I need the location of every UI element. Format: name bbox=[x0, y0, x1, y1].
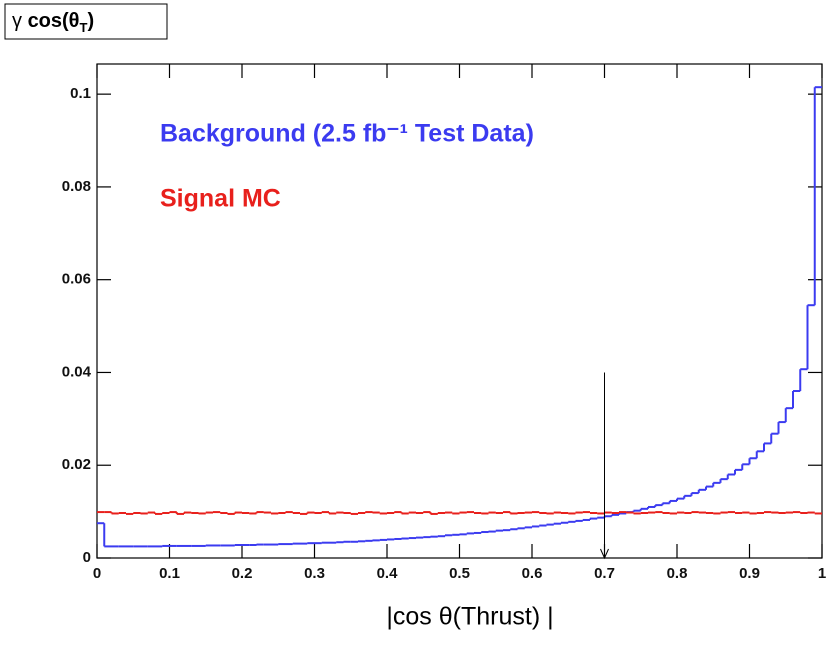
y-tick-label: 0.04 bbox=[62, 363, 92, 380]
title-symbol: γ bbox=[12, 10, 22, 32]
legend-entry: Signal MC bbox=[160, 185, 281, 213]
x-tick-label: 0.2 bbox=[232, 565, 253, 582]
title-close: ) bbox=[87, 10, 94, 32]
legend-entry: Background (2.5 fb⁻¹ Test Data) bbox=[160, 120, 534, 148]
title-subscript: T bbox=[80, 20, 88, 35]
chart-title: γ cos(θT) bbox=[12, 10, 94, 35]
y-tick-label: 0.08 bbox=[62, 178, 91, 195]
x-tick-label: 0.3 bbox=[304, 565, 325, 582]
x-tick-label: 0.7 bbox=[594, 565, 615, 582]
y-tick-label: 0.06 bbox=[62, 271, 91, 288]
x-tick-label: 0.5 bbox=[449, 565, 470, 582]
x-tick-label: 0.1 bbox=[159, 565, 180, 582]
y-tick-label: 0.1 bbox=[70, 85, 91, 102]
x-axis-label: |cos θ(Thrust) | bbox=[386, 603, 553, 631]
x-tick-label: 0 bbox=[93, 565, 101, 582]
x-tick-label: 0.8 bbox=[667, 565, 688, 582]
x-tick-label: 0.4 bbox=[377, 565, 399, 582]
x-tick-label: 0.9 bbox=[739, 565, 760, 582]
x-tick-label: 0.6 bbox=[522, 565, 543, 582]
y-tick-label: 0 bbox=[83, 549, 91, 566]
x-tick-label: 1 bbox=[818, 565, 826, 582]
y-tick-label: 0.02 bbox=[62, 456, 91, 473]
title-text: cos(θ bbox=[28, 10, 80, 32]
arrow-head bbox=[600, 548, 609, 560]
title-box bbox=[4, 3, 168, 40]
